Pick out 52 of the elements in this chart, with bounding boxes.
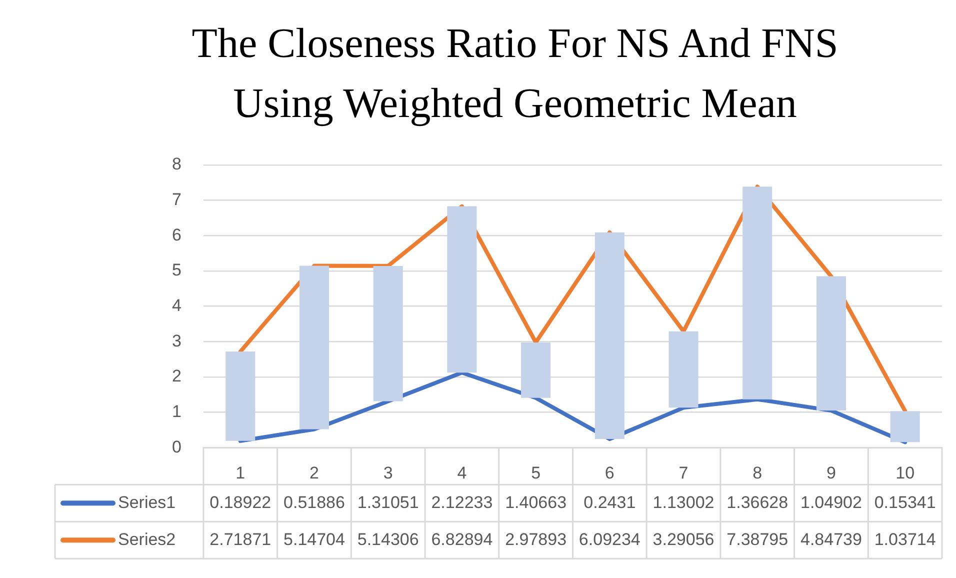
data-label: 5.14306 [357, 530, 419, 549]
bar [816, 276, 846, 411]
x-tick-label: 1 [236, 463, 246, 482]
y-tick-label: 6 [172, 225, 182, 244]
x-tick-label: 2 [310, 463, 319, 482]
bar [742, 186, 772, 400]
bar [373, 266, 403, 402]
data-label: 3.29056 [652, 530, 714, 549]
bar [668, 331, 698, 408]
data-label: 0.2431 [584, 492, 636, 512]
x-tick-label: 9 [826, 463, 836, 482]
bar [890, 411, 920, 442]
data-label: 6.82894 [431, 530, 493, 549]
y-tick-label: 1 [172, 402, 182, 421]
bar [299, 266, 330, 430]
bar [594, 232, 624, 440]
y-tick-label: 3 [172, 331, 182, 350]
data-label: 7.38795 [726, 530, 788, 549]
legend-label: Series1 [118, 492, 176, 512]
y-tick-label: 2 [172, 366, 182, 386]
data-label: 0.51886 [284, 492, 345, 512]
bar [447, 206, 477, 373]
chart-title: The Closeness Ratio For NS And FNS Using Weighted Geometric Mean [190, 20, 840, 129]
data-label: 1.13002 [652, 492, 714, 512]
data-label: 0.15341 [874, 492, 936, 512]
y-tick-label: 4 [172, 296, 182, 315]
legend-label: Series2 [118, 530, 176, 549]
x-tick-label: 10 [896, 463, 915, 482]
data-label: 1.04902 [800, 492, 862, 512]
data-label: 2.12233 [431, 492, 493, 512]
data-label: 6.09234 [578, 530, 640, 549]
x-tick-label: 6 [604, 463, 614, 482]
data-label: 0.18922 [210, 492, 272, 512]
data-label: 2.97893 [505, 530, 567, 549]
y-tick-label: 8 [172, 154, 182, 174]
data-label: 2.71871 [210, 530, 272, 549]
x-tick-label: 8 [752, 463, 762, 482]
x-tick-label: 5 [531, 463, 541, 482]
bar [521, 342, 551, 398]
data-label: 1.36628 [726, 492, 788, 512]
data-label: 4.84739 [800, 530, 862, 549]
x-tick-label: 7 [678, 463, 688, 482]
x-tick-label: 4 [457, 463, 467, 482]
y-tick-label: 5 [172, 260, 182, 280]
bar [226, 352, 256, 441]
data-label: 1.31051 [357, 492, 419, 512]
y-tick-label: 7 [172, 190, 182, 210]
data-label: 1.40663 [505, 492, 567, 512]
data-label: 5.14704 [284, 530, 345, 549]
x-tick-label: 3 [383, 463, 393, 482]
y-tick-label: 0 [172, 437, 182, 456]
data-label: 1.03714 [874, 530, 936, 549]
